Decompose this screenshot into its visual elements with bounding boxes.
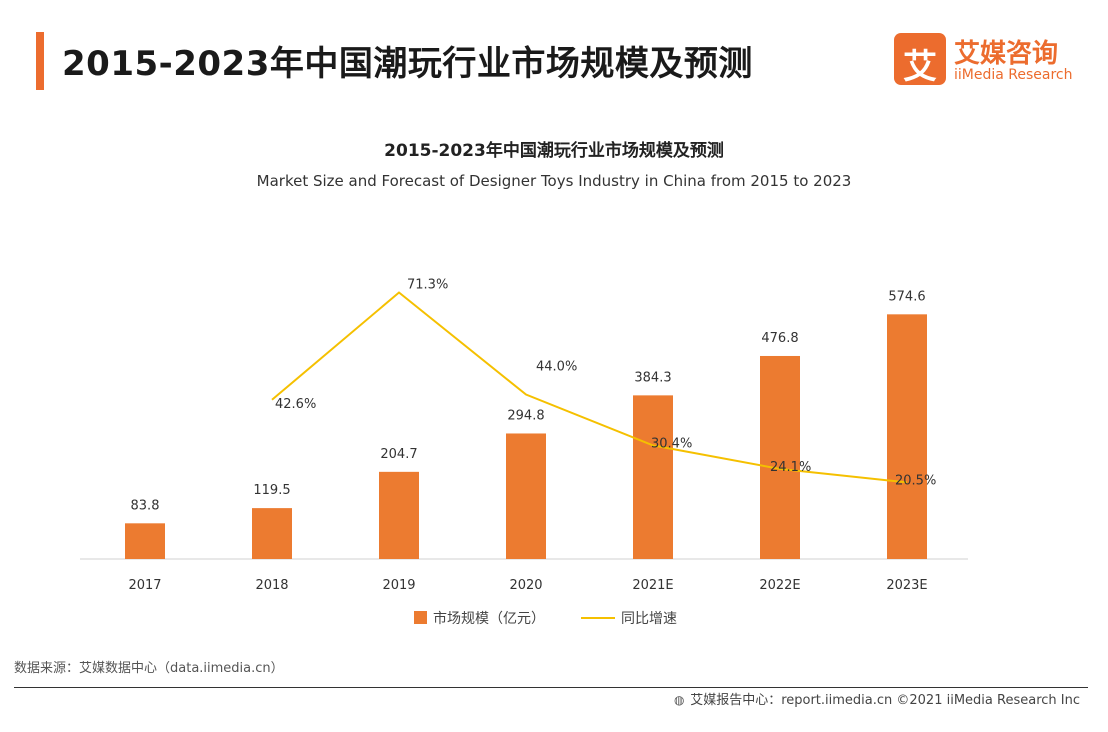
bar	[760, 355, 800, 559]
growth-value-label: 24.1%	[770, 460, 811, 475]
footer-divider	[14, 687, 1088, 688]
bar	[379, 471, 419, 559]
title-accent-bar	[36, 32, 44, 90]
legend-line-label: 同比增速	[621, 611, 677, 627]
growth-value-label: 42.6%	[275, 397, 316, 412]
logo-mark-glyph: 艾	[903, 47, 937, 87]
growth-line	[271, 291, 908, 484]
x-tick-label: 2017	[128, 578, 161, 593]
bar-value-label: 83.8	[131, 498, 160, 513]
footer-credit: ◍ 艾媒报告中心：report.iimedia.cn ©2021 iiMedia …	[672, 689, 1080, 708]
footer-credit-text: 艾媒报告中心：report.iimedia.cn ©2021 iiMedia R…	[690, 693, 1080, 708]
x-tick-label: 2018	[255, 578, 288, 593]
legend-bar-swatch	[414, 611, 427, 624]
bar-value-label: 384.3	[634, 370, 671, 385]
chart-subtitle: Market Size and Forecast of Designer Toy…	[256, 172, 852, 190]
bar	[887, 314, 927, 559]
chart: 83.8 2017 119.5 2018 204.7 2019 294.8 2020 384.3…	[80, 278, 968, 593]
data-source: 数据来源：艾媒数据中心（data.iimedia.cn）	[14, 661, 284, 676]
bar	[252, 508, 292, 559]
bar	[633, 395, 673, 559]
brand-logo: 艾 艾媒咨询 iiMedia Research	[894, 33, 1080, 87]
bar-value-label: 574.6	[888, 289, 925, 304]
bar-value-label: 119.5	[253, 483, 290, 498]
bar-value-label: 294.8	[507, 408, 544, 423]
legend-line-swatch	[581, 617, 615, 619]
growth-value-label: 71.3%	[407, 278, 448, 293]
logo-mark-icon: 艾	[894, 33, 946, 87]
logo-name-cn: 艾媒咨询	[954, 39, 1059, 69]
x-tick-label: 2022E	[759, 578, 800, 593]
chart-legend: 市场规模（亿元） 同比增速	[0, 607, 1108, 629]
page-title: 2015-2023年中国潮玩行业市场规模及预测	[62, 44, 753, 84]
bar-value-label: 476.8	[761, 331, 798, 346]
x-tick-label: 2019	[382, 578, 415, 593]
x-tick-label: 2021E	[632, 578, 673, 593]
legend-bar-label: 市场规模（亿元）	[433, 611, 545, 627]
growth-value-label: 44.0%	[536, 360, 577, 375]
x-tick-label: 2020	[509, 578, 542, 593]
bar	[506, 433, 546, 559]
logo-name-en: iiMedia Research	[954, 67, 1073, 83]
bar-value-label: 204.7	[380, 447, 417, 462]
globe-icon: ◍	[673, 693, 685, 707]
x-tick-label: 2023E	[886, 578, 927, 593]
growth-value-label: 20.5%	[895, 473, 936, 488]
chart-title: 2015-2023年中国潮玩行业市场规模及预测	[384, 141, 724, 161]
growth-value-label: 30.4%	[651, 436, 692, 451]
bar	[125, 523, 165, 559]
